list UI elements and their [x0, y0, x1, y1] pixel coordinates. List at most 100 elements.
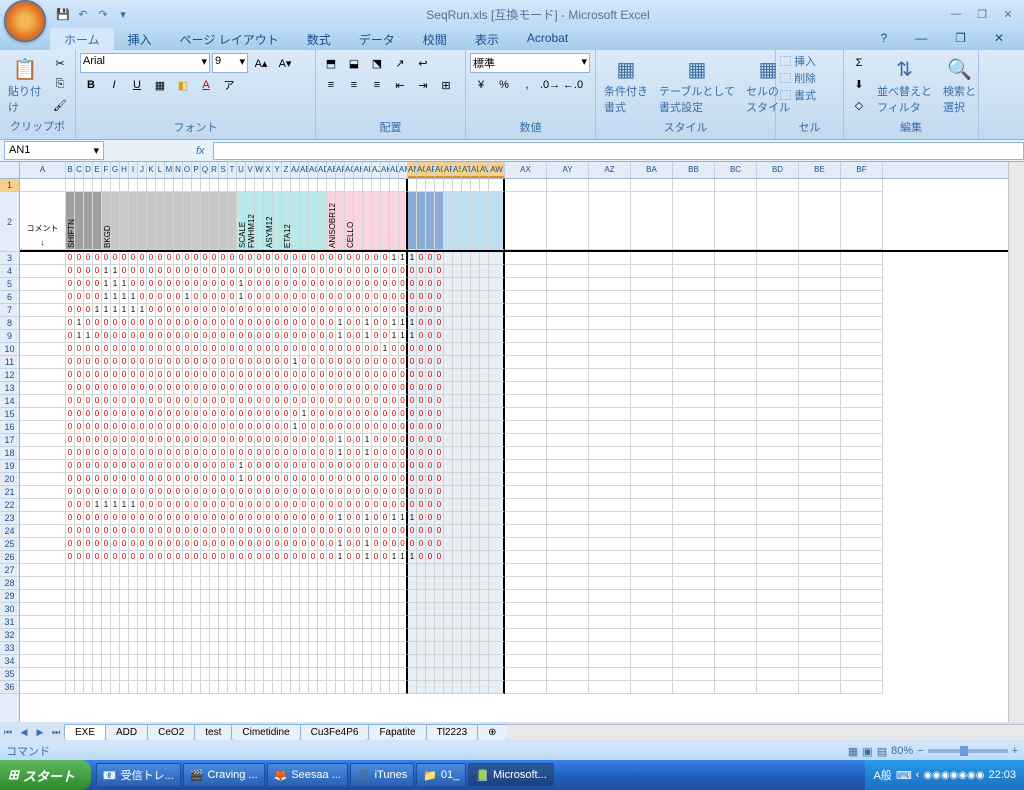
cell[interactable] [20, 179, 66, 192]
cell[interactable] [228, 642, 237, 655]
cell[interactable] [505, 629, 547, 642]
cell[interactable] [471, 304, 480, 317]
cell[interactable] [589, 434, 631, 447]
row-header[interactable]: 27 [0, 564, 19, 577]
cell[interactable] [589, 408, 631, 421]
cell[interactable] [631, 421, 673, 434]
col-header[interactable]: N [174, 162, 183, 178]
cell[interactable] [246, 616, 255, 629]
cell[interactable]: 1 [120, 278, 129, 291]
cell[interactable] [757, 538, 799, 551]
cell[interactable]: 0 [363, 525, 372, 538]
cell[interactable]: 0 [183, 434, 192, 447]
cell[interactable] [444, 681, 453, 694]
cell[interactable]: 0 [390, 499, 399, 512]
cell[interactable] [489, 192, 505, 250]
cell[interactable]: 0 [201, 447, 210, 460]
cell[interactable] [631, 179, 673, 192]
cell[interactable]: 0 [192, 252, 201, 265]
cell[interactable] [799, 616, 841, 629]
cell[interactable] [799, 668, 841, 681]
cell[interactable]: ASYM12 [264, 192, 273, 250]
cell[interactable]: 0 [120, 356, 129, 369]
cell[interactable] [453, 655, 462, 668]
cell[interactable]: 0 [282, 343, 291, 356]
cell[interactable]: 0 [66, 317, 75, 330]
cell[interactable]: 0 [192, 291, 201, 304]
cell[interactable] [505, 179, 547, 192]
restore-button[interactable]: ❐ [970, 6, 994, 22]
cell[interactable]: 0 [237, 538, 246, 551]
cell[interactable]: 0 [192, 382, 201, 395]
cell[interactable] [589, 499, 631, 512]
cell[interactable]: 0 [138, 317, 147, 330]
cell[interactable]: 0 [309, 252, 318, 265]
cell[interactable] [246, 629, 255, 642]
cell[interactable] [93, 629, 102, 642]
row-header[interactable]: 36 [0, 681, 19, 694]
cell[interactable]: 0 [273, 382, 282, 395]
cell[interactable] [489, 486, 505, 499]
doc-close[interactable]: ✕ [980, 28, 1018, 50]
cell[interactable] [399, 590, 408, 603]
cell[interactable] [300, 681, 309, 694]
cell[interactable]: 0 [228, 304, 237, 317]
cell[interactable] [264, 668, 273, 681]
cell[interactable]: 0 [318, 304, 327, 317]
cell[interactable] [444, 252, 453, 265]
cell[interactable]: 0 [228, 486, 237, 499]
cell[interactable] [399, 616, 408, 629]
cell[interactable]: 0 [327, 304, 336, 317]
cell[interactable]: 0 [327, 265, 336, 278]
cell[interactable]: 0 [282, 421, 291, 434]
cell[interactable]: 0 [174, 356, 183, 369]
cell[interactable]: 0 [156, 356, 165, 369]
cell[interactable] [120, 577, 129, 590]
cell[interactable]: 0 [201, 525, 210, 538]
cell[interactable] [399, 564, 408, 577]
cell[interactable] [291, 603, 300, 616]
cell[interactable] [841, 499, 883, 512]
cell[interactable] [336, 603, 345, 616]
cell[interactable]: 0 [183, 408, 192, 421]
cell[interactable] [471, 408, 480, 421]
cell[interactable] [489, 538, 505, 551]
cell[interactable]: 0 [66, 421, 75, 434]
cell[interactable]: 0 [363, 343, 372, 356]
cell[interactable] [547, 681, 589, 694]
cell[interactable] [799, 304, 841, 317]
indent-dec-icon[interactable]: ⇤ [389, 75, 411, 95]
cell[interactable] [282, 590, 291, 603]
cell[interactable] [489, 252, 505, 265]
cell[interactable]: 0 [318, 356, 327, 369]
cell[interactable]: 0 [210, 317, 219, 330]
cell[interactable]: 0 [264, 551, 273, 564]
cell[interactable]: 0 [435, 265, 444, 278]
cell[interactable]: 0 [282, 395, 291, 408]
cell[interactable] [201, 668, 210, 681]
cell[interactable] [354, 642, 363, 655]
cell[interactable] [715, 681, 757, 694]
cell[interactable]: 0 [93, 473, 102, 486]
cell[interactable] [156, 179, 165, 192]
cell[interactable]: 0 [300, 486, 309, 499]
cell[interactable] [673, 590, 715, 603]
cell[interactable] [363, 192, 372, 250]
cell[interactable] [147, 629, 156, 642]
row-header[interactable]: 10 [0, 343, 19, 356]
cell[interactable] [147, 192, 156, 250]
cell[interactable] [589, 486, 631, 499]
cell[interactable]: 0 [345, 330, 354, 343]
cell[interactable]: 0 [138, 265, 147, 278]
cell[interactable] [453, 512, 462, 525]
cell[interactable] [489, 473, 505, 486]
cell[interactable]: 0 [129, 512, 138, 525]
cell[interactable]: 0 [399, 473, 408, 486]
cell[interactable]: 0 [192, 265, 201, 278]
cell[interactable] [631, 616, 673, 629]
cell[interactable] [589, 616, 631, 629]
cell[interactable] [318, 681, 327, 694]
cell[interactable]: 1 [129, 499, 138, 512]
col-header[interactable]: AJ [372, 162, 381, 178]
cell[interactable] [453, 434, 462, 447]
